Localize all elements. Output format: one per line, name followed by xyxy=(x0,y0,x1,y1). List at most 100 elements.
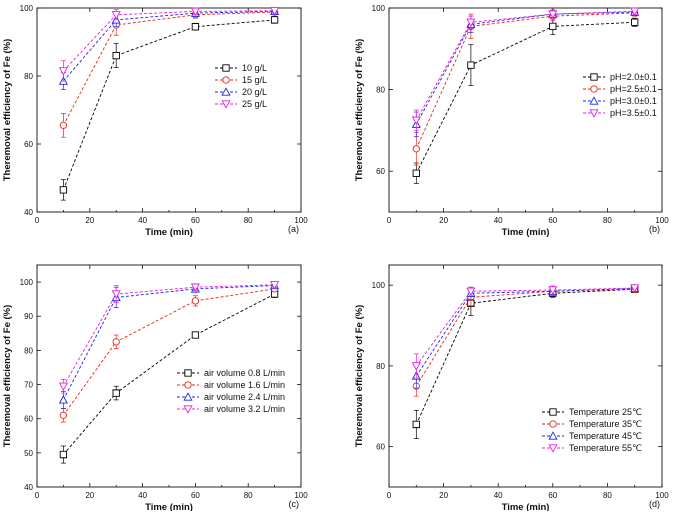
legend-label: 25 g/L xyxy=(242,99,267,109)
data-point xyxy=(111,290,121,299)
legend-label: pH=2.5±0.1 xyxy=(610,84,657,94)
y-axis-title: Theremoval efficiency of Fe (%) xyxy=(2,305,13,448)
data-point xyxy=(548,10,558,19)
plot-frame xyxy=(388,264,663,488)
x-tick-label: 80 xyxy=(244,491,253,500)
series-1 xyxy=(412,9,639,166)
legend-marker xyxy=(222,64,230,72)
series-2 xyxy=(411,283,640,389)
x-tick-label: 60 xyxy=(191,491,200,500)
legend-marker xyxy=(221,100,231,109)
x-tick-label: 0 xyxy=(35,216,40,225)
legend-label: Temperature 45℃ xyxy=(569,431,642,441)
data-point xyxy=(466,18,476,28)
series-line xyxy=(62,19,275,191)
x-tick-label: 40 xyxy=(138,491,147,500)
legend: pH=2.0±0.1 pH=2.5±0.1 pH=3.0±0.1 pH=3.5±0.1 xyxy=(583,72,657,118)
series-0 xyxy=(59,16,279,201)
data-point xyxy=(412,145,420,153)
x-tick-label: 40 xyxy=(138,216,147,225)
data-point xyxy=(58,382,68,391)
series-line xyxy=(62,285,275,401)
legend-marker xyxy=(222,76,230,84)
legend-label: Temperature 35℃ xyxy=(569,419,642,429)
legend-label: air volume 0.8 L/min xyxy=(204,368,285,378)
plot-frame xyxy=(36,7,302,213)
series-2 xyxy=(411,7,640,137)
y-axis-title: Theremoval efficiency of Fe (%) xyxy=(354,39,365,182)
data-point xyxy=(59,411,68,419)
y-tick-label: 60 xyxy=(376,167,385,176)
panel-label: (b) xyxy=(649,224,660,234)
legend-marker xyxy=(184,381,192,389)
series-0 xyxy=(59,290,279,464)
legend-label: pH=3.5±0.1 xyxy=(610,108,657,118)
data-point xyxy=(191,23,200,31)
series-3 xyxy=(58,281,280,394)
data-point xyxy=(111,11,121,20)
chart-panel-a: 0 20 40 60 80 100 40 60 80 100 Time (min) Theremova… xyxy=(2,4,308,238)
series-line xyxy=(63,10,275,82)
series-3 xyxy=(411,284,640,379)
data-point xyxy=(270,16,279,24)
x-tick-label: 80 xyxy=(244,216,253,225)
legend-label: air volume 2.4 L/min xyxy=(204,392,285,402)
legend-label: pH=3.0±0.1 xyxy=(610,96,657,106)
legend-marker xyxy=(590,73,598,81)
y-tick-label: 80 xyxy=(376,362,385,371)
x-tick-label: 20 xyxy=(439,491,448,500)
series-line xyxy=(415,288,635,387)
series-0 xyxy=(412,17,639,184)
data-point xyxy=(548,286,558,295)
data-point xyxy=(412,169,420,177)
legend-marker xyxy=(589,109,599,118)
x-tick-label: 40 xyxy=(494,491,503,500)
series-line xyxy=(415,12,635,149)
series-line xyxy=(63,293,275,455)
x-tick-label: 40 xyxy=(494,216,503,225)
data-point xyxy=(59,186,68,194)
legend-marker xyxy=(183,405,193,414)
y-tick-label: 40 xyxy=(24,483,33,492)
data-point xyxy=(466,287,476,296)
x-tick-label: 100 xyxy=(655,491,669,500)
panel-label: (d) xyxy=(649,499,660,509)
y-tick-label: 80 xyxy=(376,86,385,95)
x-tick-label: 0 xyxy=(387,216,392,225)
data-point xyxy=(549,22,557,31)
legend-marker xyxy=(589,96,599,105)
x-axis-title: Time (min) xyxy=(145,227,193,238)
data-point xyxy=(112,338,120,346)
data-point xyxy=(630,7,640,17)
y-tick-label: 60 xyxy=(24,140,33,149)
series-line xyxy=(415,287,635,367)
y-tick-label: 60 xyxy=(376,443,385,452)
chart-panel-c: 0 20 40 60 80 100 40 50 60 70 80 90 100 Time (min) The… xyxy=(2,264,308,513)
series-line xyxy=(63,11,275,126)
x-tick-label: 100 xyxy=(294,491,308,500)
x-tick-label: 0 xyxy=(35,491,40,500)
y-tick-label: 90 xyxy=(24,312,33,321)
chart-panel-b: 0 20 40 60 80 100 60 80 100 Time (min) Theremoval … xyxy=(354,4,669,238)
data-point xyxy=(112,389,120,397)
series-line xyxy=(63,288,275,416)
x-tick-label: 60 xyxy=(191,216,200,225)
legend-label: Temperature 25℃ xyxy=(569,407,642,417)
legend-marker xyxy=(183,392,193,401)
y-axis-title: Theremoval efficiency of Fe (%) xyxy=(2,39,13,182)
data-point xyxy=(58,395,68,404)
legend-marker xyxy=(549,420,557,428)
data-point xyxy=(190,283,200,292)
data-point xyxy=(112,51,120,60)
legend-label: air volume 1.6 L/min xyxy=(204,380,285,390)
panel-label: (c) xyxy=(289,499,300,509)
x-tick-label: 80 xyxy=(603,216,612,225)
panel-label: (a) xyxy=(288,224,299,234)
x-tick-label: 0 xyxy=(387,491,392,500)
data-point xyxy=(190,7,200,17)
legend-label: 10 g/L xyxy=(242,63,267,73)
y-tick-label: 100 xyxy=(20,4,34,13)
x-tick-label: 80 xyxy=(603,491,612,500)
